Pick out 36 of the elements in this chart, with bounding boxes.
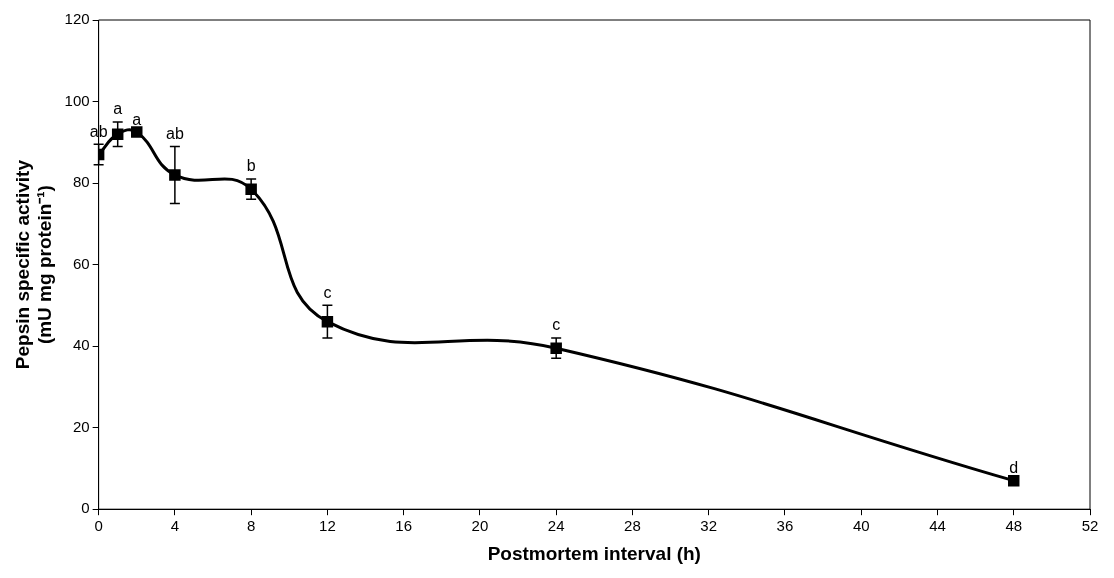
x-tick-label: 32	[700, 517, 718, 535]
x-tick-label: 40	[852, 517, 870, 535]
annotation: ab	[165, 124, 184, 142]
x-tick-label: 44	[929, 517, 946, 535]
point	[245, 183, 257, 195]
annotation: a	[132, 110, 142, 128]
annotation: c	[552, 316, 561, 334]
x-tick-label: 20	[471, 517, 489, 535]
x-tick-label: 24	[547, 517, 565, 535]
point	[1008, 474, 1020, 487]
y-tick-label: 100	[64, 91, 90, 109]
x-tick-label: 4	[170, 517, 180, 535]
point	[131, 126, 143, 138]
x-tick-label: 8	[246, 517, 256, 535]
y-tick-label: 20	[72, 417, 90, 435]
x-tick-label: 28	[624, 517, 641, 535]
annotation: d	[1009, 459, 1019, 477]
point	[111, 128, 124, 140]
x-tick-label: 36	[776, 517, 794, 535]
y-tick-label: 80	[72, 173, 90, 191]
annotation: c	[323, 283, 332, 301]
annotation: a	[113, 100, 123, 118]
x-tick-label: 16	[395, 517, 413, 535]
point	[169, 169, 181, 181]
y-tick-label: 0	[81, 499, 90, 517]
point	[550, 342, 562, 354]
x-tick-label: 0	[94, 517, 103, 535]
x-tick-label: 52	[1081, 517, 1099, 535]
y-tick-label: 120	[64, 10, 90, 28]
y-tick-label: 60	[72, 254, 90, 272]
y-axis-title: Pepsin specific activity (mU mg protein⁻¹)	[11, 159, 56, 370]
x-tick-label: 48	[1005, 517, 1023, 535]
x-axis-title: Postmortem interval (h)	[487, 542, 701, 564]
annotation: b	[246, 157, 256, 175]
y-tick-label: 40	[72, 336, 90, 354]
x-tick-label: 12	[319, 517, 336, 535]
